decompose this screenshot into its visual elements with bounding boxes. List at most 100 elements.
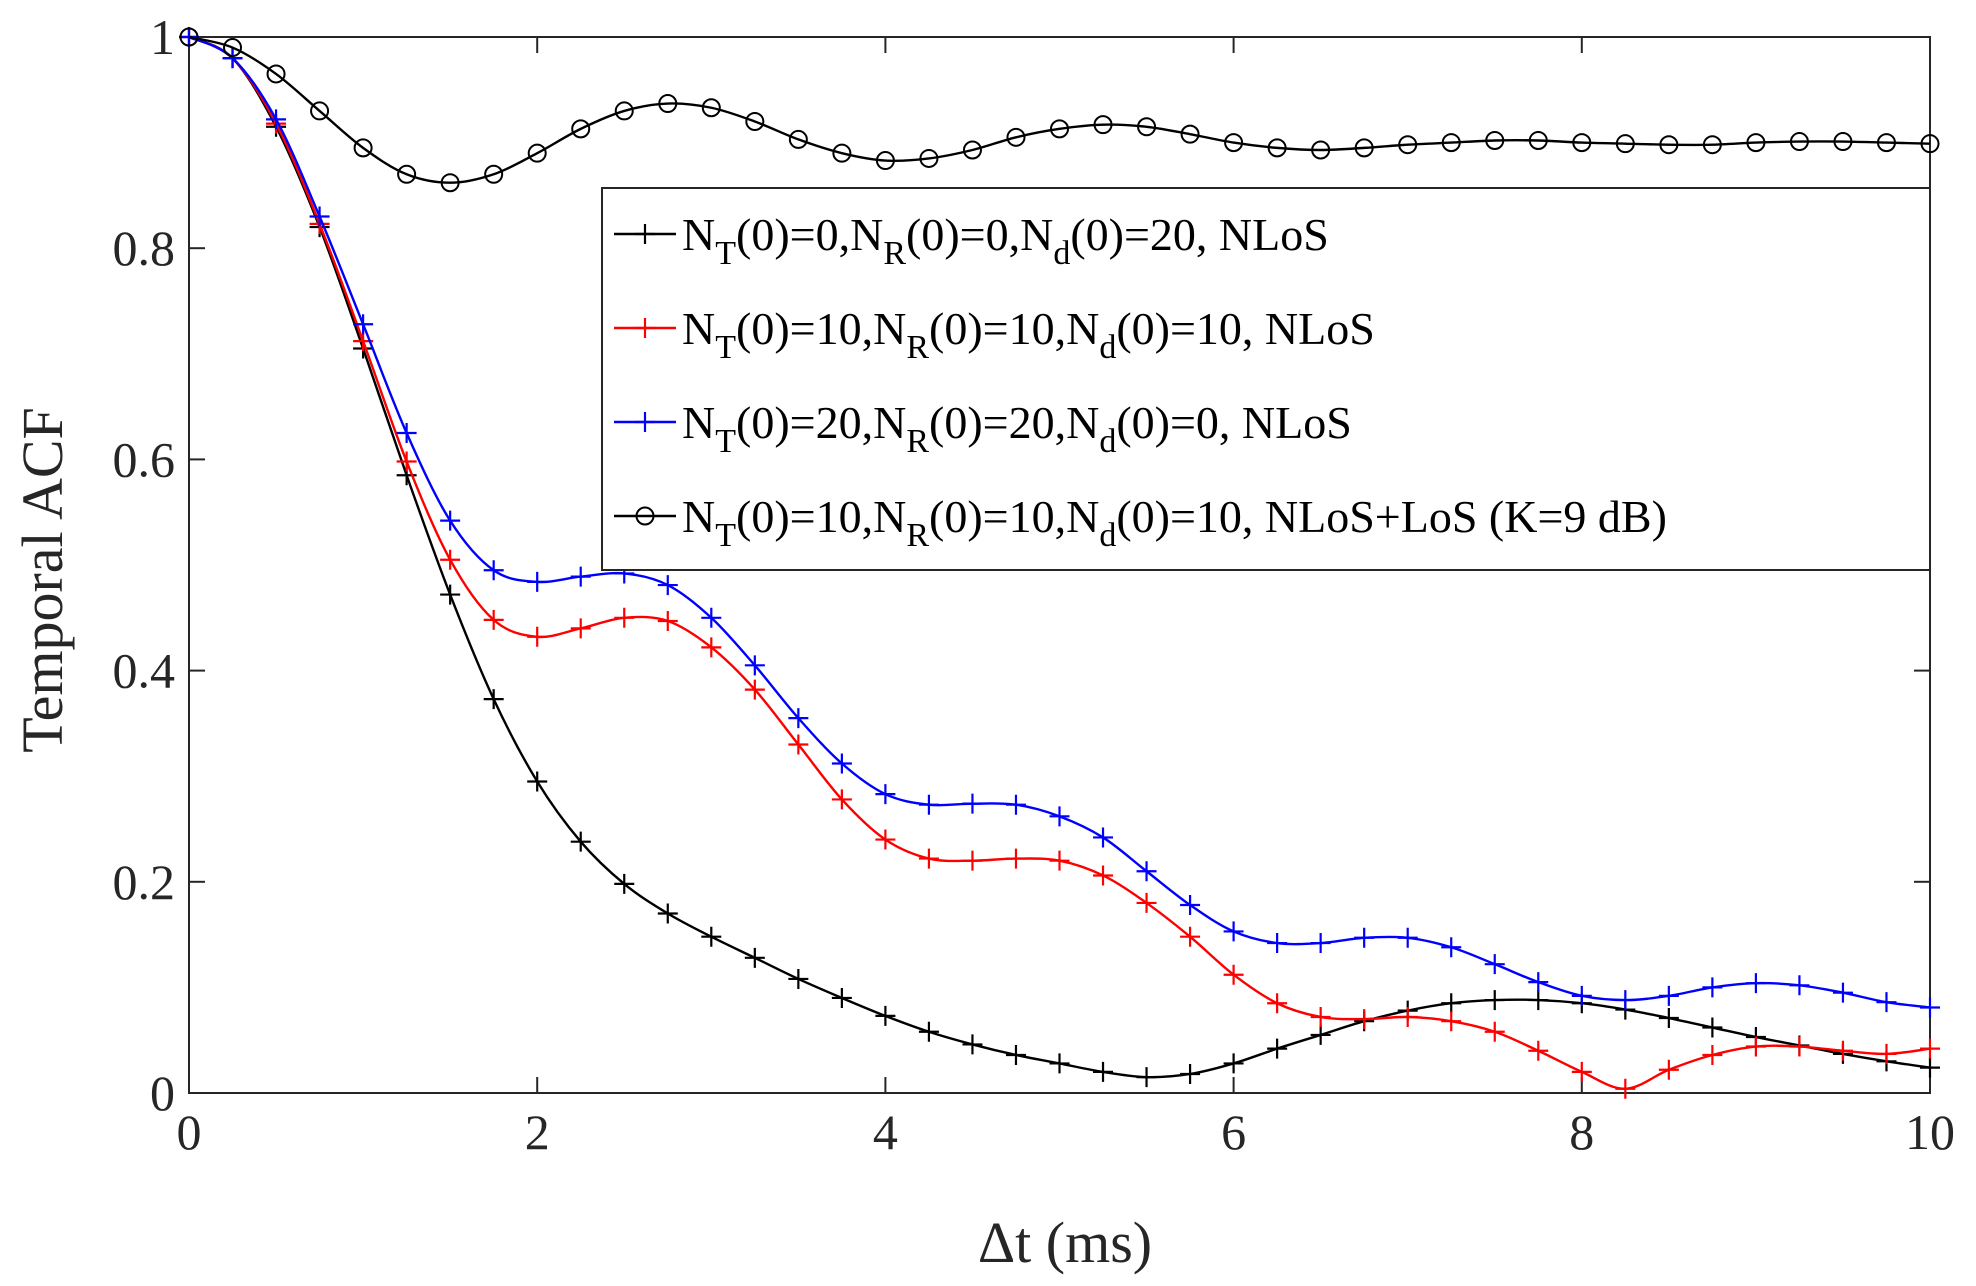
data-point bbox=[1137, 117, 1157, 137]
data-point bbox=[1005, 848, 1026, 869]
data-point bbox=[1310, 1006, 1331, 1027]
data-point bbox=[223, 38, 243, 58]
legend-label: NT(0)=10,NR(0)=10,Nd(0)=10, NLoS+LoS (K=… bbox=[682, 491, 1667, 554]
data-point bbox=[831, 753, 852, 774]
data-point bbox=[1745, 1036, 1766, 1057]
data-point bbox=[657, 610, 678, 631]
data-point bbox=[1528, 1040, 1549, 1061]
data-point bbox=[1005, 794, 1026, 815]
data-point bbox=[483, 609, 504, 630]
data-point bbox=[788, 968, 809, 989]
data-point bbox=[571, 119, 591, 139]
legend-label: NT(0)=10,NR(0)=10,Nd(0)=10, NLoS bbox=[682, 303, 1375, 366]
data-point bbox=[570, 618, 591, 639]
legend-subscript: R bbox=[906, 423, 929, 460]
data-point bbox=[1702, 977, 1723, 998]
data-point bbox=[527, 771, 548, 792]
data-point bbox=[1223, 964, 1244, 985]
data-point bbox=[614, 873, 635, 894]
data-point bbox=[962, 140, 982, 160]
data-point bbox=[1223, 921, 1244, 942]
data-point bbox=[353, 314, 374, 335]
legend-text-segment: (0)=10,N bbox=[929, 303, 1099, 354]
y-tick-label: 0.6 bbox=[113, 431, 176, 487]
legend-item: NT(0)=10,NR(0)=10,Nd(0)=10, NLoS+LoS (K=… bbox=[614, 491, 1667, 554]
legend-text-segment: N bbox=[682, 491, 715, 542]
data-point bbox=[1920, 1038, 1940, 1059]
legend-text-segment: (0)=10, NLoS bbox=[1116, 303, 1374, 354]
data-point bbox=[1615, 134, 1635, 154]
data-point bbox=[1920, 1057, 1940, 1078]
data-point bbox=[1180, 124, 1200, 144]
legend-text-segment: (0)=20,N bbox=[929, 397, 1099, 448]
data-point bbox=[1920, 997, 1940, 1018]
legend-text-segment: (0)=10,N bbox=[736, 303, 906, 354]
legend-subscript: T bbox=[715, 235, 736, 272]
data-point bbox=[1615, 1078, 1636, 1099]
series-3 bbox=[179, 27, 1940, 1018]
x-axis-ticks: 0 2 4 6 8 10 bbox=[177, 37, 1955, 1160]
data-point bbox=[440, 510, 461, 531]
legend-label: NT(0)=20,NR(0)=20,Nd(0)=0, NLoS bbox=[682, 397, 1352, 460]
legend-item: NT(0)=0,NR(0)=0,Nd(0)=20, NLoS bbox=[614, 209, 1329, 272]
data-point bbox=[570, 566, 591, 587]
data-point bbox=[527, 626, 548, 647]
data-point bbox=[635, 412, 655, 432]
legend-text-segment: N bbox=[682, 209, 715, 260]
data-point bbox=[962, 1034, 983, 1055]
data-point bbox=[1441, 1011, 1462, 1032]
data-point bbox=[570, 831, 591, 852]
data-point bbox=[266, 64, 286, 84]
data-point bbox=[396, 423, 417, 443]
data-point bbox=[875, 829, 896, 850]
data-point bbox=[1093, 827, 1114, 848]
data-point bbox=[1571, 985, 1592, 1006]
legend-text-segment: (0)=20,N bbox=[736, 397, 906, 448]
y-tick-label: 0.4 bbox=[113, 643, 176, 699]
data-point bbox=[744, 947, 765, 968]
data-point bbox=[657, 575, 678, 596]
data-point bbox=[309, 206, 330, 227]
data-point bbox=[440, 584, 461, 605]
data-point bbox=[483, 689, 504, 710]
data-point bbox=[614, 101, 634, 121]
data-point bbox=[1876, 1043, 1897, 1064]
data-point bbox=[1310, 933, 1331, 954]
data-point bbox=[1397, 1006, 1418, 1027]
legend-item: NT(0)=20,NR(0)=20,Nd(0)=0, NLoS bbox=[614, 397, 1352, 460]
data-point bbox=[1224, 133, 1244, 153]
data-point bbox=[635, 318, 655, 338]
data-point bbox=[701, 637, 722, 658]
x-tick-label: 0 bbox=[177, 1104, 202, 1160]
data-point bbox=[1658, 1008, 1679, 1029]
data-point bbox=[396, 451, 417, 472]
data-point bbox=[1441, 133, 1461, 153]
x-axis-label: Δt (ms) bbox=[978, 1210, 1152, 1275]
data-point bbox=[1528, 990, 1549, 1011]
x-tick-label: 6 bbox=[1221, 1104, 1246, 1160]
y-tick-label: 0.2 bbox=[113, 854, 176, 910]
data-point bbox=[658, 94, 678, 114]
data-point bbox=[1267, 1038, 1288, 1059]
data-point bbox=[918, 794, 939, 815]
x-tick-label: 2 bbox=[525, 1104, 550, 1160]
data-point bbox=[635, 224, 655, 244]
data-point bbox=[1528, 972, 1549, 993]
data-point bbox=[1311, 140, 1331, 160]
legend-text-segment: (0)=20, NLoS bbox=[1070, 209, 1328, 260]
data-point bbox=[1180, 895, 1201, 916]
y-tick-label: 0.8 bbox=[113, 220, 176, 276]
data-point bbox=[1354, 138, 1374, 158]
legend-subscript: d bbox=[1053, 235, 1070, 272]
legend-subscript: d bbox=[1099, 423, 1116, 460]
data-point bbox=[1093, 115, 1113, 135]
legend-text-segment: N bbox=[682, 303, 715, 354]
data-point bbox=[1093, 865, 1114, 886]
data-point bbox=[1136, 1067, 1157, 1088]
legend-subscript: R bbox=[906, 329, 929, 366]
data-point bbox=[440, 549, 461, 570]
data-point bbox=[918, 1021, 939, 1042]
legend-box bbox=[601, 187, 1931, 571]
data-point bbox=[353, 138, 373, 158]
data-point bbox=[962, 850, 983, 871]
